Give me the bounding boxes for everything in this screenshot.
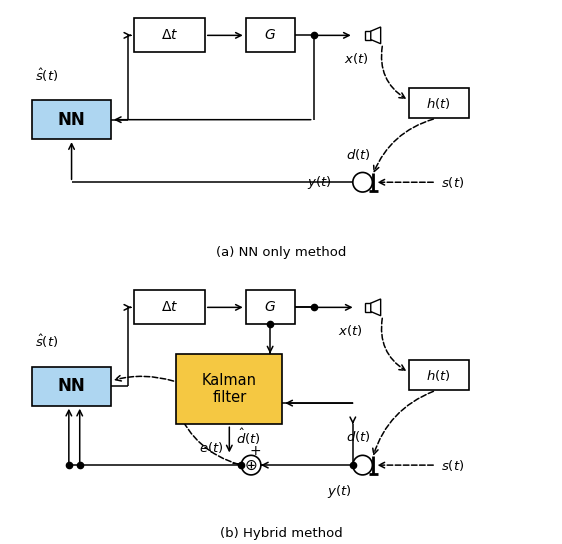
Text: (a) NN only method: (a) NN only method (216, 246, 346, 259)
Text: $s(t)$: $s(t)$ (442, 175, 465, 190)
Polygon shape (371, 299, 380, 316)
Text: NN: NN (58, 110, 85, 129)
Circle shape (353, 455, 373, 475)
Text: $y(t)$: $y(t)$ (306, 174, 331, 191)
Bar (365, 31, 371, 40)
Text: $\oplus$: $\oplus$ (244, 458, 258, 473)
Text: NN: NN (58, 377, 85, 395)
Text: $x(t)$: $x(t)$ (343, 51, 368, 66)
Bar (409, 88, 469, 118)
Circle shape (353, 172, 373, 192)
Bar (176, 354, 282, 424)
Text: $-$: $-$ (230, 455, 242, 469)
Text: (b) Hybrid method: (b) Hybrid method (220, 527, 342, 540)
Text: $d(t)$: $d(t)$ (346, 429, 370, 444)
Text: $G$: $G$ (264, 300, 276, 314)
Text: $x(t)$: $x(t)$ (338, 323, 362, 338)
Bar (409, 360, 469, 390)
Bar (134, 290, 205, 324)
Text: $\hat{d}(t)$: $\hat{d}(t)$ (236, 426, 261, 447)
Bar (246, 290, 294, 324)
Text: $s(t)$: $s(t)$ (442, 458, 465, 473)
Text: Kalman
filter: Kalman filter (202, 373, 257, 405)
Bar (32, 367, 111, 406)
Bar (32, 100, 111, 139)
Bar (246, 18, 294, 52)
Text: $e(t)$: $e(t)$ (200, 440, 224, 455)
Text: $\hat{s}(t)$: $\hat{s}(t)$ (35, 66, 58, 84)
Text: $\hat{s}(t)$: $\hat{s}(t)$ (35, 333, 58, 350)
Bar (134, 18, 205, 52)
Text: $\Delta t$: $\Delta t$ (161, 300, 178, 314)
Circle shape (241, 455, 261, 475)
Text: $G$: $G$ (264, 28, 276, 42)
Polygon shape (371, 27, 380, 44)
Text: $y(t)$: $y(t)$ (327, 483, 351, 499)
Bar (365, 303, 371, 312)
Text: $h(t)$: $h(t)$ (427, 96, 451, 111)
Text: $+$: $+$ (249, 444, 261, 458)
Text: $\Delta t$: $\Delta t$ (161, 28, 178, 42)
Text: $d(t)$: $d(t)$ (346, 146, 370, 162)
Text: $h(t)$: $h(t)$ (427, 368, 451, 383)
